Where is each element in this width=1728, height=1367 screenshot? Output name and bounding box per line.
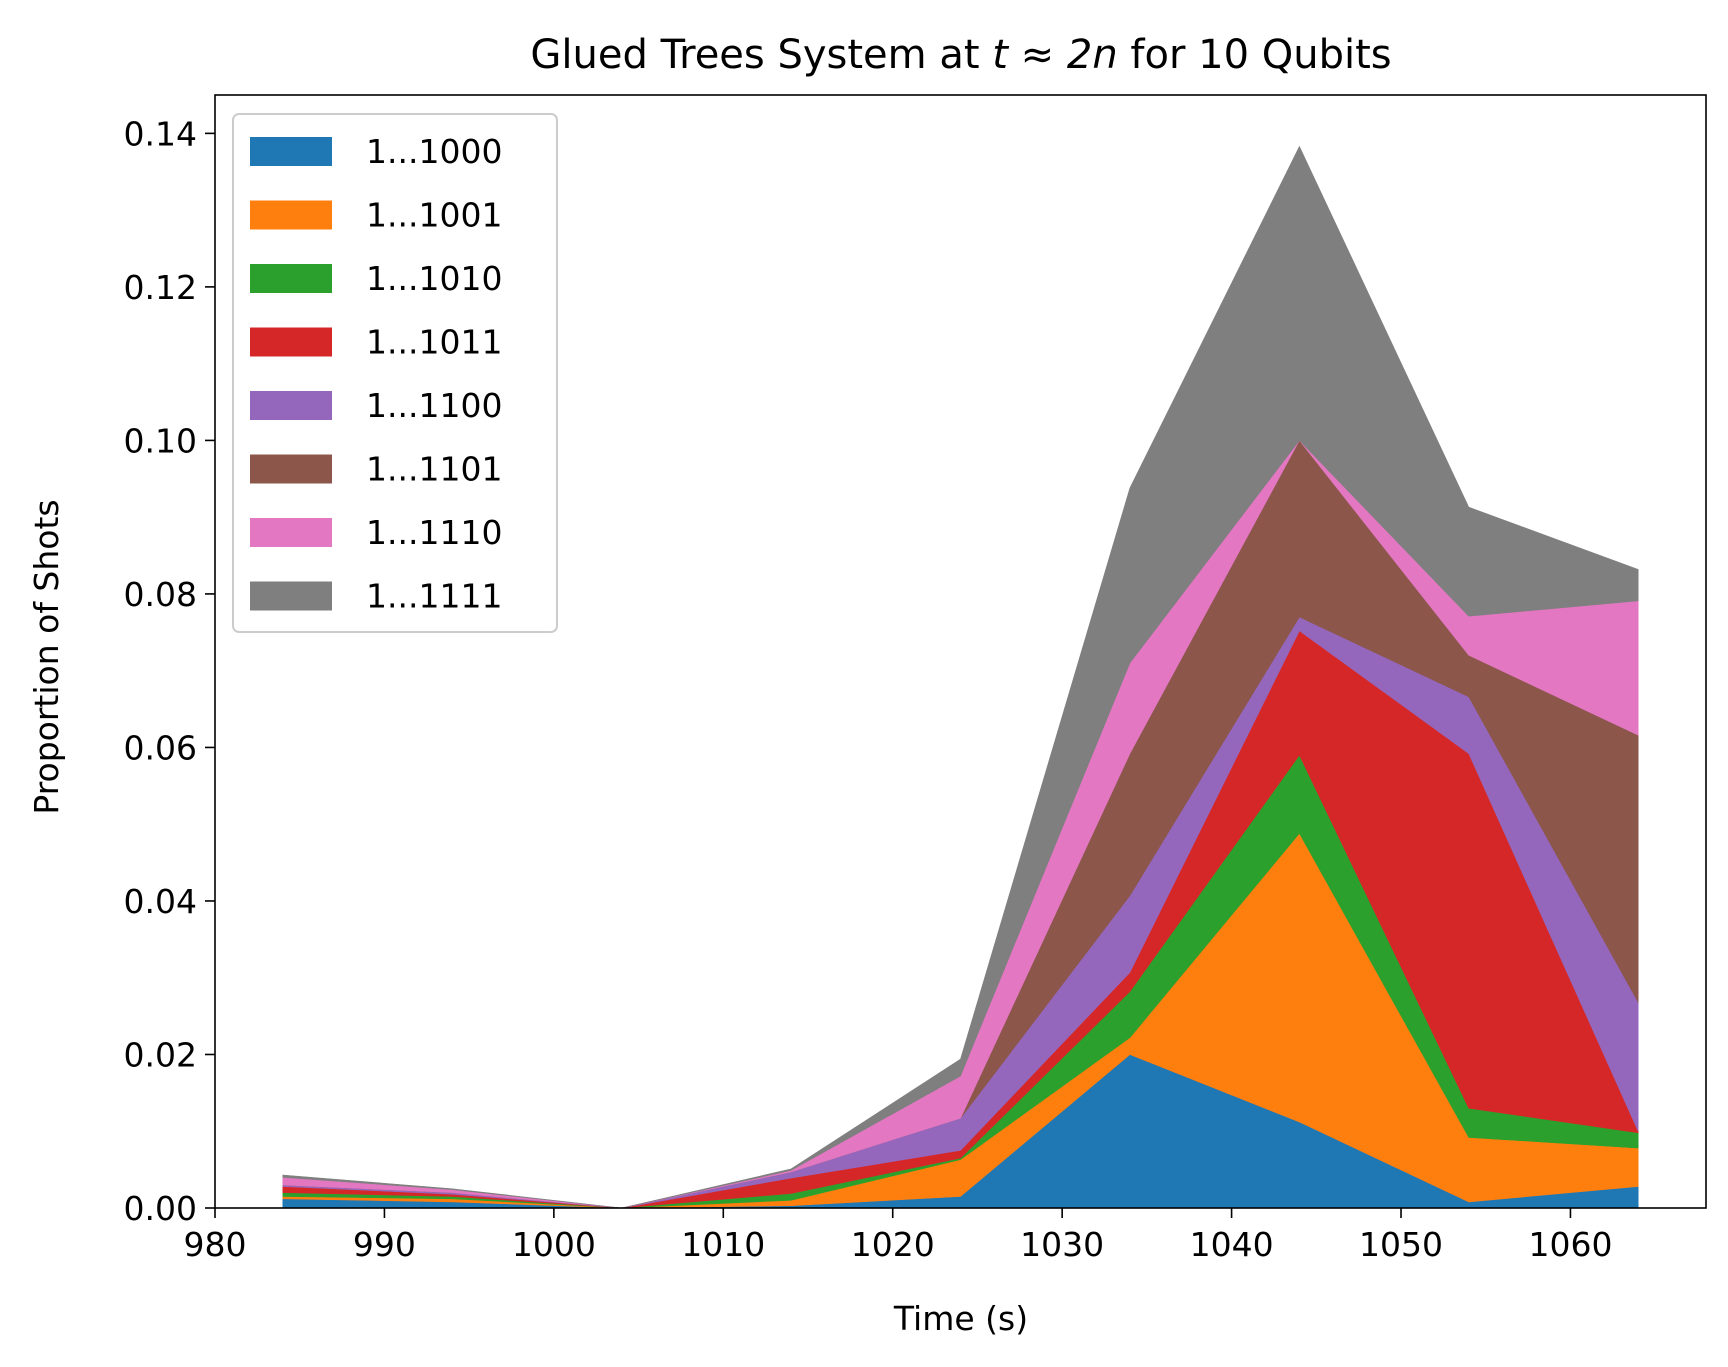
plot-frame [214,94,1707,1209]
y-tick-label: 0.14 [124,114,197,153]
x-axis-ticks: 980 990 1000 1010 1020 1030 1040 1050 1060 [184,1208,1612,1264]
legend-label: 1...1011 [366,323,502,362]
legend-swatch [250,200,332,230]
legend-swatch [250,518,332,547]
y-axis-title: Proportion of Shots [27,499,66,814]
chart-title: Glued Trees System at t ≈ 2n for 10 Qubi… [530,32,1391,78]
legend: 1...1000 1...1001 1...1010 1...1011 1...1100… [232,113,558,633]
legend-label: 1...1110 [366,513,502,552]
chart-title-tail: for 10 Qubits [1118,32,1392,78]
stacked-areas [282,145,1639,1209]
x-tick-label: 1010 [681,1225,765,1264]
legend-label: 1...1010 [366,259,502,298]
y-tick-label: 0.12 [124,268,197,307]
legend-label: 1...1001 [366,196,502,235]
y-tick-label: 0.06 [124,728,197,767]
y-axis-ticks: 0.00 0.02 0.04 0.06 0.08 0.10 0.12 0.14 [124,114,215,1228]
legend-label: 1...1100 [366,386,502,425]
x-tick-label: 1050 [1359,1225,1443,1264]
legend-swatch [250,581,332,611]
x-tick-label: 1060 [1528,1225,1612,1264]
x-tick-label: 1030 [1020,1225,1104,1264]
x-axis-title: Time (s) [893,1299,1028,1338]
y-tick-label: 0.02 [124,1035,197,1074]
legend-swatch [250,391,332,420]
legend-swatch [250,327,332,357]
legend-label: 1...1101 [366,450,502,489]
legend-box [232,113,558,633]
x-tick-label: 980 [184,1225,247,1264]
x-tick-label: 990 [353,1225,416,1264]
y-tick-label: 0.00 [124,1189,197,1228]
y-tick-label: 0.04 [124,882,197,921]
x-tick-label: 1020 [851,1225,935,1264]
legend-label: 1...1000 [366,132,502,171]
y-tick-label: 0.08 [124,575,197,614]
legend-swatch [250,137,332,166]
x-tick-label: 1040 [1190,1225,1274,1264]
y-tick-label: 0.10 [124,421,197,460]
legend-swatch [250,454,332,484]
legend-swatch [250,264,332,293]
chart-title-math: t ≈ 2n [992,32,1117,78]
chart-title-main: Glued Trees System at [530,32,992,78]
legend-label: 1...1111 [366,577,502,616]
x-tick-label: 1000 [512,1225,596,1264]
